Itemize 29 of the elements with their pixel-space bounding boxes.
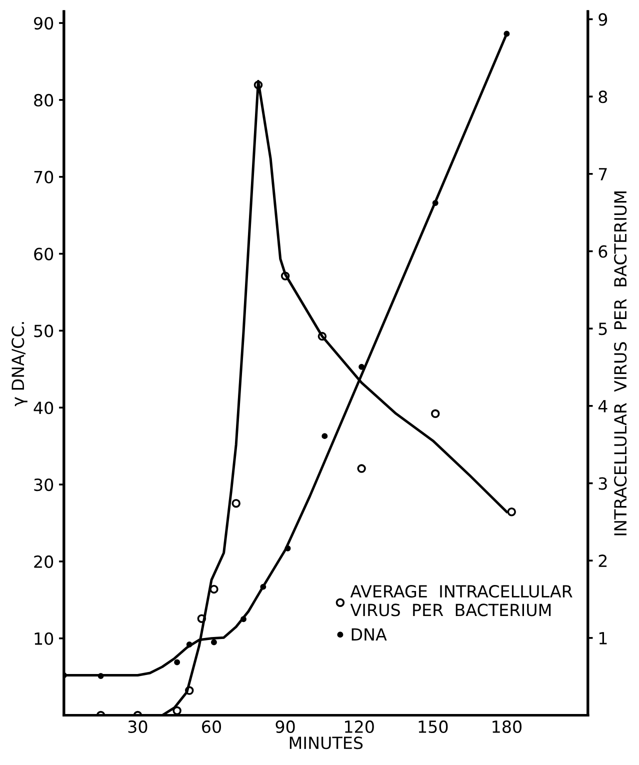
x-tick-label: 150 [418, 720, 448, 734]
x-tick-label: 30 [128, 720, 148, 734]
legend-label: AVERAGE INTRACELLULAR VIRUS PER BACTERIUM [350, 585, 572, 616]
y-tick-label: 60 [34, 248, 54, 260]
y-tick-label: 80 [34, 94, 54, 106]
y-tick-label: 40 [34, 402, 54, 414]
y-tick-label: 20 [34, 555, 54, 568]
y-tick-label: 50 [34, 324, 54, 338]
y2-tick-label: 4 [598, 400, 608, 412]
x-axis-title: MINUTES [290, 736, 363, 750]
y2-tick-label: 6 [598, 245, 608, 258]
y-tick-label: 70 [34, 170, 54, 184]
y-tick-label: 30 [34, 478, 54, 492]
x-tick-label: 180 [492, 720, 522, 734]
y2-tick-label: 2 [598, 554, 607, 567]
y-axis-title: γ DNA/CC. [12, 322, 28, 406]
y2-tick-label: 5 [598, 322, 607, 336]
y2-tick-label: 3 [598, 477, 607, 490]
y2-tick-label: 8 [598, 90, 608, 104]
y2-tick-label: 1 [599, 632, 607, 644]
x-tick-label: 90 [276, 720, 295, 734]
y-tick-label: 90 [34, 16, 54, 30]
legend-label: DNA [352, 628, 387, 641]
x-tick-label: 60 [202, 720, 221, 734]
x-tick-label: 120 [345, 720, 374, 734]
y2-axis-title: INTRACELLULAR VIRUS PER BACTERIUM [614, 192, 627, 536]
y-tick-label: 10 [34, 632, 54, 645]
y2-tick-label: 9 [598, 13, 608, 26]
y2-tick-label: 7 [598, 168, 607, 180]
